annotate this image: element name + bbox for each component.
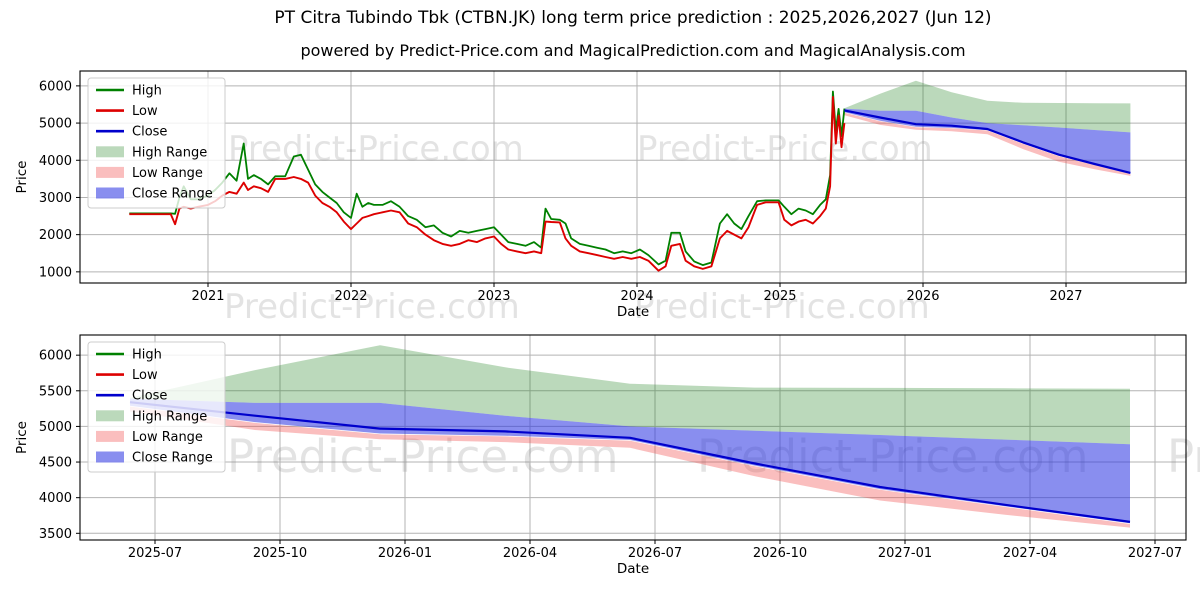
full-history-with-forecast-y-tick-label: 1000 bbox=[39, 265, 72, 280]
full-history-with-forecast-legend-item-low-range-label: Low Range bbox=[132, 166, 203, 181]
forecast-detail-y-tick-label: 6000 bbox=[39, 349, 72, 364]
full-history-with-forecast-legend-item-high-range-swatch bbox=[96, 146, 124, 158]
forecast-detail-x-tick-label: 2027-07 bbox=[1128, 546, 1182, 561]
forecast-detail-y-tick-label: 3500 bbox=[39, 527, 72, 542]
full-history-with-forecast-y-tick-label: 3000 bbox=[39, 191, 72, 206]
full-history-with-forecast-x-axis-label: Date bbox=[617, 304, 649, 320]
forecast-detail-close-line bbox=[129, 401, 1131, 523]
full-history-with-forecast-low-line bbox=[129, 96, 846, 272]
forecast-detail-legend-item-close-label: Close bbox=[132, 389, 167, 404]
watermark-text: Predict-Price.com bbox=[227, 430, 618, 483]
forecast-detail-x-axis-label: Date bbox=[617, 561, 649, 577]
full-history-with-forecast-high-line bbox=[129, 90, 846, 267]
forecast-detail-x-tick-label: 2026-01 bbox=[378, 546, 432, 561]
full-history-with-forecast-low-range-band bbox=[844, 112, 1131, 176]
forecast-detail-y-tick-label: 5000 bbox=[39, 420, 72, 435]
full-history-with-forecast-legend-item-low-range-swatch bbox=[96, 166, 124, 178]
full-history-with-forecast-legend-item-close-range-swatch bbox=[96, 187, 124, 199]
full-history-with-forecast-x-tick-label: 2026 bbox=[906, 289, 939, 304]
forecast-detail-close-range-band bbox=[130, 398, 1130, 524]
forecast-detail-y-tick-label: 4500 bbox=[39, 456, 72, 471]
forecast-detail-legend-item-close-range-swatch bbox=[96, 451, 124, 463]
full-history-with-forecast-y-tick-label: 5000 bbox=[39, 117, 72, 132]
full-history-with-forecast-close-line bbox=[844, 109, 1131, 174]
forecast-detail-y-tick-label: 4000 bbox=[39, 491, 72, 506]
forecast-detail-legend-item-high-range-label: High Range bbox=[132, 409, 207, 424]
forecast-detail-legend-item-low-range-swatch bbox=[96, 430, 124, 442]
forecast-detail-legend-item-low-range-label: Low Range bbox=[132, 430, 203, 445]
forecast-detail-high-range-band bbox=[130, 345, 1130, 445]
forecast-detail-legend-item-high-label: High bbox=[132, 348, 162, 363]
forecast-detail-legend-item-low-label: Low bbox=[132, 368, 158, 383]
full-history-with-forecast-legend-item-close-label: Close bbox=[132, 125, 167, 140]
watermark-text: Predict-Price.com bbox=[1167, 430, 1200, 483]
forecast-detail-y-tick-label: 5500 bbox=[39, 384, 72, 399]
full-history-with-forecast-x-tick-label: 2024 bbox=[620, 289, 653, 304]
forecast-detail-x-tick-label: 2025-10 bbox=[253, 546, 307, 561]
full-history-with-forecast-legend-item-close-range-label: Close Range bbox=[132, 187, 213, 202]
forecast-detail-legend-item-close-range-label: Close Range bbox=[132, 451, 213, 466]
full-history-with-forecast-legend-item-high-label: High bbox=[132, 84, 162, 99]
full-history-with-forecast-x-tick-label: 2022 bbox=[334, 289, 367, 304]
forecast-detail-y-axis-label: Price bbox=[14, 421, 30, 454]
forecast-detail-x-tick-label: 2026-10 bbox=[753, 546, 807, 561]
watermark-text: Predict-Price.com bbox=[634, 287, 930, 327]
forecast-detail-legend-item-high-range-swatch bbox=[96, 410, 124, 422]
watermark-text: Predict-Price.com bbox=[637, 129, 933, 169]
forecast-detail-low-range-band bbox=[130, 406, 1130, 528]
full-history-with-forecast-legend: High Low Close High Range Low Range Close Ran… bbox=[87, 77, 226, 209]
forecast-detail-x-tick-label: 2025-07 bbox=[128, 546, 182, 561]
full-history-with-forecast-x-tick-label: 2025 bbox=[763, 289, 796, 304]
full-history-with-forecast-x-tick-label: 2021 bbox=[191, 289, 224, 304]
forecast-detail-axes-border bbox=[79, 334, 1187, 541]
full-history-with-forecast-y-tick-label: 6000 bbox=[39, 79, 72, 94]
forecast-detail-x-tick-label: 2027-04 bbox=[1003, 546, 1057, 561]
watermark-text: Predict-Price.com bbox=[228, 129, 524, 169]
full-history-with-forecast-y-tick-label: 4000 bbox=[39, 154, 72, 169]
full-history-with-forecast-x-tick-label: 2027 bbox=[1049, 289, 1082, 304]
full-history-with-forecast-axes-border bbox=[79, 70, 1187, 284]
full-history-with-forecast-legend-item-high-range-label: High Range bbox=[132, 145, 207, 160]
forecast-detail-x-tick-label: 2026-07 bbox=[628, 546, 682, 561]
full-history-with-forecast-y-tick-label: 2000 bbox=[39, 228, 72, 243]
watermark-text: Predict-Price.com bbox=[224, 287, 520, 327]
chart-subtitle: powered by Predict-Price.com and Magical… bbox=[300, 41, 966, 60]
full-history-with-forecast-y-axis-label: Price bbox=[14, 161, 30, 194]
chart-title: PT Citra Tubindo Tbk (CTBN.JK) long term… bbox=[274, 8, 992, 28]
full-history-with-forecast-x-tick-label: 2023 bbox=[477, 289, 510, 304]
full-history-with-forecast-high-range-band bbox=[844, 80, 1131, 133]
full-history-with-forecast-legend-item-low-label: Low bbox=[132, 104, 158, 119]
forecast-detail-legend: High Low Close High Range Low Range Close Ran… bbox=[87, 341, 226, 473]
forecast-detail-x-tick-label: 2027-01 bbox=[878, 546, 932, 561]
forecast-detail-x-tick-label: 2026-04 bbox=[503, 546, 557, 561]
